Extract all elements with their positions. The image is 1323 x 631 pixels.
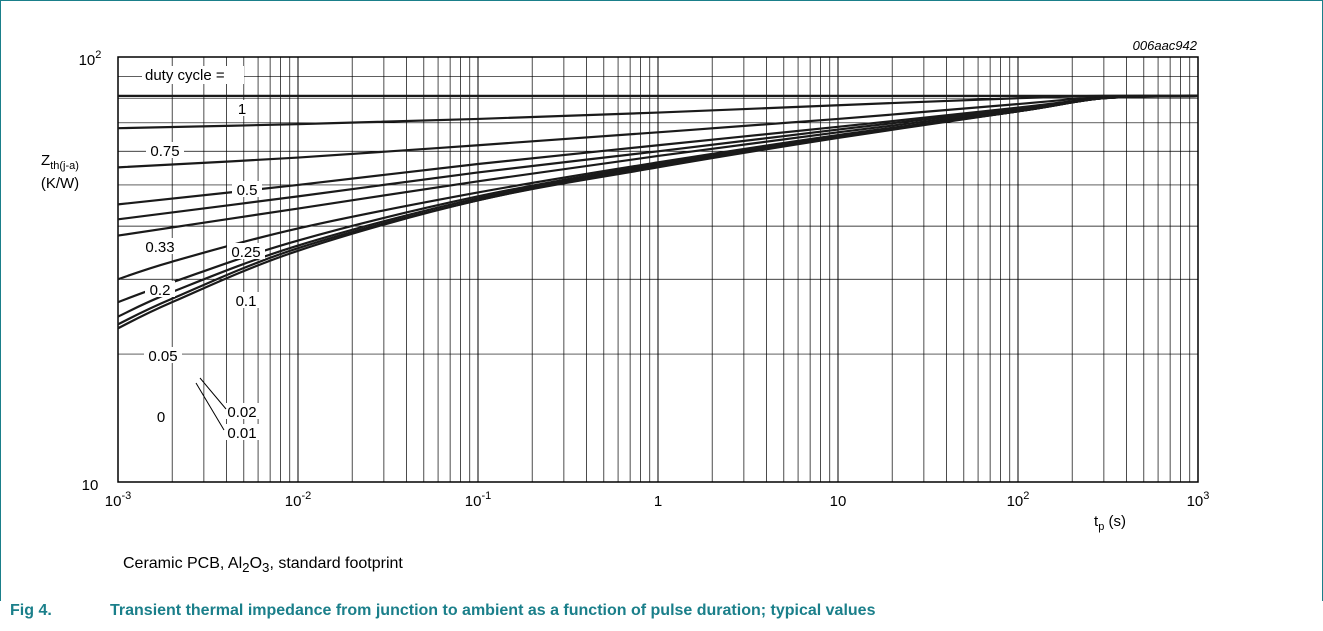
- x-tick-label: 10: [830, 493, 847, 510]
- curve-label: 0: [157, 409, 165, 426]
- x-tick-label: 1: [654, 493, 662, 510]
- curve-label-bg: [146, 142, 184, 158]
- x-axis-label: tp (s): [1094, 513, 1126, 533]
- figure-code: 006aac942: [1133, 38, 1198, 53]
- curve-label: 0.1: [236, 293, 257, 310]
- curve-label: 0.25: [231, 244, 260, 261]
- curve-label: 0.01: [227, 425, 256, 442]
- curve-label: 1: [238, 101, 246, 118]
- curve-label-bg: [232, 181, 262, 197]
- y-axis-unit: (K/W): [41, 175, 79, 192]
- curve-label-bg: [141, 238, 179, 254]
- label-leader: [195, 382, 225, 431]
- curve-label: 0.5: [237, 182, 258, 199]
- curve-label-bg: [144, 347, 182, 363]
- legend-title: duty cycle =: [145, 67, 225, 84]
- curve-label: 0.02: [227, 404, 256, 421]
- curves: [117, 94, 1199, 330]
- label-leader: [199, 377, 227, 410]
- figure-number: Fig 4.: [10, 602, 52, 619]
- x-tick-label: 103: [1187, 490, 1210, 510]
- x-tick-label: 102: [1007, 490, 1030, 510]
- curve-duty-0: [117, 94, 1199, 330]
- curve-label: 0.33: [145, 239, 174, 256]
- y-tick-label: 102: [79, 49, 102, 69]
- plot-border: [117, 56, 1199, 483]
- x-tick-label: 10-1: [465, 490, 491, 510]
- curve-label-bg: [227, 243, 265, 259]
- curve-label-bg: [235, 100, 249, 116]
- curve-label: 0.05: [148, 348, 177, 365]
- x-tick-label: 10-3: [105, 490, 131, 510]
- curve-label-bg: [223, 424, 261, 440]
- curve-duty-0_75: [117, 94, 1199, 130]
- legend-title-bg: [142, 66, 244, 84]
- curve-label: 0.75: [150, 143, 179, 160]
- y-tick-label: 10: [82, 477, 99, 494]
- x-tick-label: 10-2: [285, 490, 311, 510]
- curve-label-bg: [223, 403, 261, 419]
- curve-label-bg: [154, 408, 168, 424]
- curve-duty-0_5: [117, 94, 1199, 169]
- curve-labels: 1 0.75 0.5 0.33 0.25 0.2 0.1 0.05 0.02 0.01 0 duty …: [141, 66, 265, 442]
- y-axis-label: Zth(j-a): [41, 152, 79, 172]
- figure-caption: Fig 4. Transient thermal impedance from j…: [10, 602, 875, 620]
- curve-label: 0.2: [150, 282, 171, 299]
- curve-label-bg: [145, 281, 175, 297]
- figure-title: Transient thermal impedance from junctio…: [110, 602, 876, 619]
- curve-label-bg: [231, 292, 261, 308]
- grid: [118, 57, 1198, 482]
- board-note: Ceramic PCB, Al2O3, standard footprint: [123, 555, 403, 576]
